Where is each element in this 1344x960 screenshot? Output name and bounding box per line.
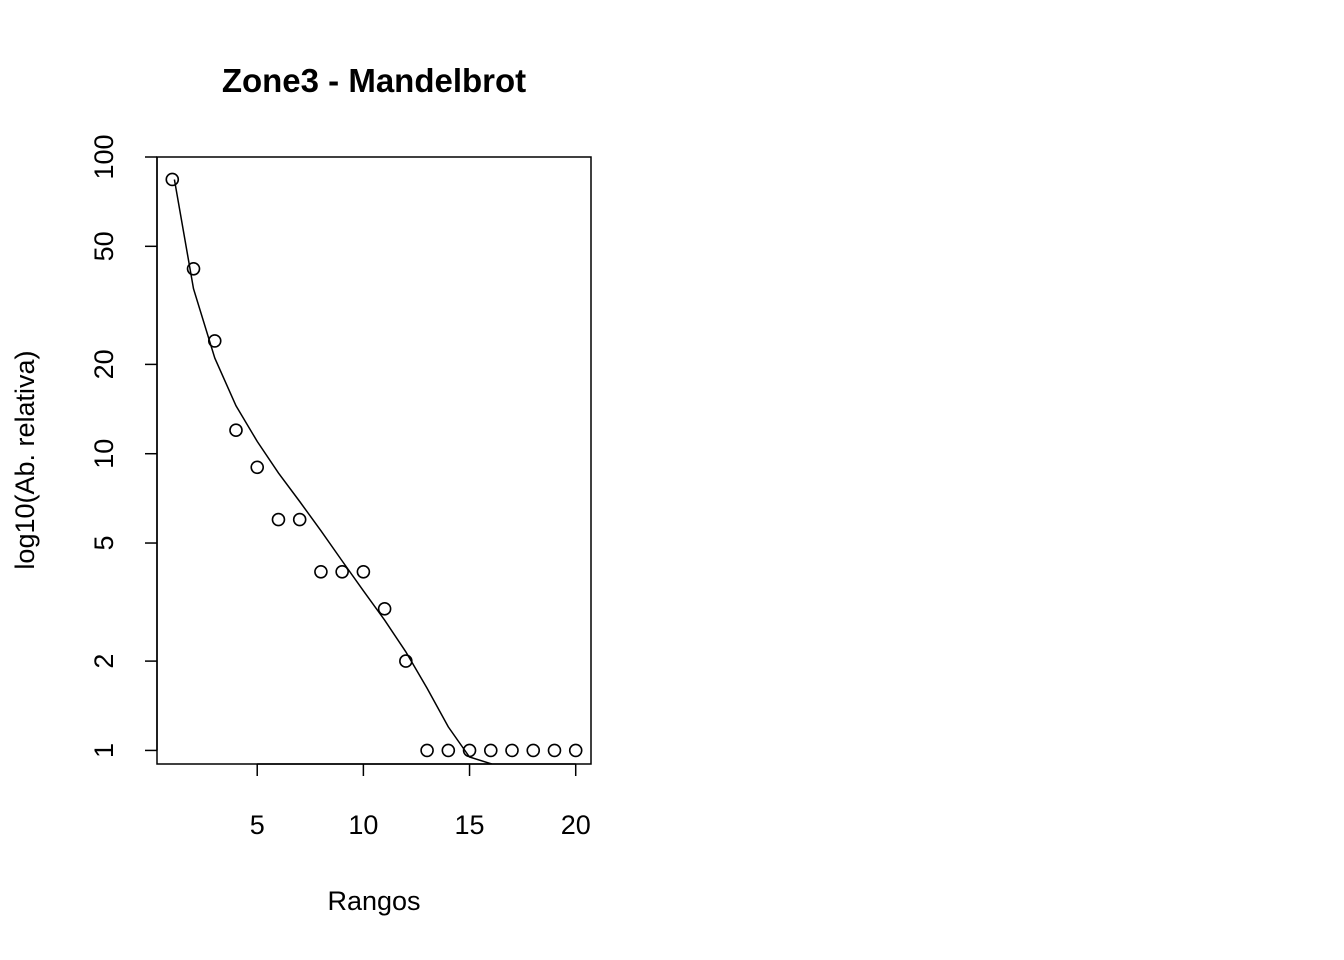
data-point <box>420 743 434 758</box>
y-tick-label: 1 <box>89 743 119 758</box>
y-tick-label: 2 <box>89 654 119 669</box>
x-tick-label: 5 <box>250 810 265 840</box>
data-point <box>314 564 328 579</box>
data-point <box>547 743 562 758</box>
x-tick-label: 20 <box>561 810 591 840</box>
data-point <box>292 512 307 527</box>
data-point <box>250 460 265 475</box>
x-tick-label: 10 <box>348 810 378 840</box>
data-point <box>568 743 583 758</box>
data-point <box>271 512 286 527</box>
y-tick-label: 50 <box>89 231 119 261</box>
data-point <box>483 743 498 758</box>
x-axis-label: Rangos <box>327 886 420 916</box>
y-axis: 1 2 5 10 20 50 100 <box>89 134 158 758</box>
fit-line <box>173 179 493 764</box>
chart-title: Zone3 - Mandelbrot <box>222 62 526 99</box>
x-axis: 5 10 15 20 <box>250 763 591 840</box>
x-tick-label: 15 <box>455 810 485 840</box>
data-point <box>335 564 349 579</box>
y-tick-label: 5 <box>89 536 119 551</box>
data-point <box>526 743 541 758</box>
data-point <box>505 743 519 758</box>
data-points <box>165 172 583 758</box>
data-point <box>186 261 201 276</box>
y-tick-label: 20 <box>89 349 119 379</box>
data-point <box>441 743 456 758</box>
y-tick-label: 100 <box>89 134 119 179</box>
data-point <box>229 423 243 438</box>
plot-frame <box>156 156 592 765</box>
data-point <box>399 654 413 668</box>
data-point <box>356 564 371 579</box>
data-point <box>165 172 180 187</box>
y-tick-label: 10 <box>89 439 119 469</box>
y-axis-label: log10(Ab. relativa) <box>10 350 40 569</box>
data-point <box>207 334 222 348</box>
data-point <box>462 743 477 758</box>
data-point <box>377 602 392 616</box>
mandelbrot-fit-curve <box>173 179 493 764</box>
